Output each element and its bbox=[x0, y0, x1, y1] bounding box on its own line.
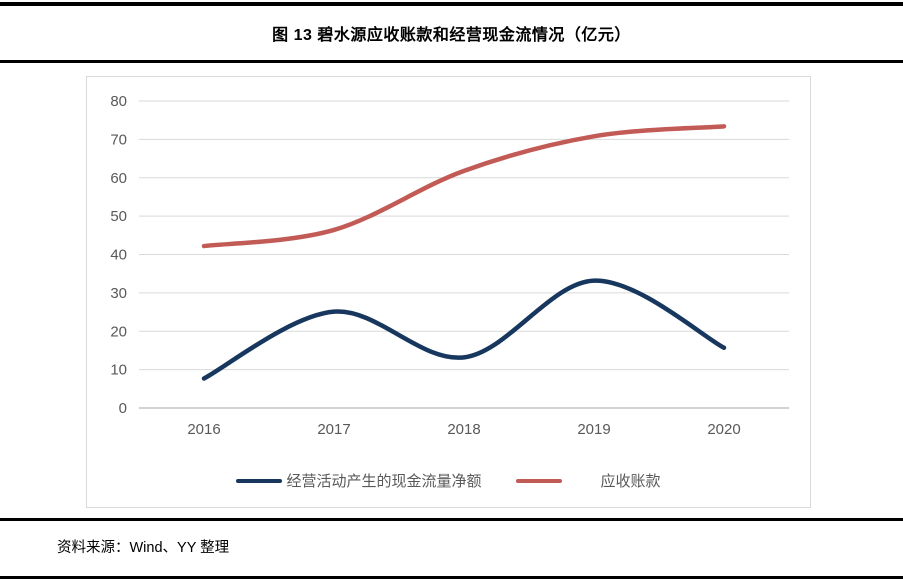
y-tick-label: 80 bbox=[110, 93, 127, 110]
chart-bottom-rule bbox=[0, 518, 903, 521]
x-tick-label: 2016 bbox=[187, 421, 220, 438]
line-chart: 0 10 20 30 40 50 60 70 80 2016 2017 2018 2019 2020 bbox=[110, 93, 789, 438]
title-bottom-rule bbox=[0, 60, 903, 63]
x-tick-label: 2018 bbox=[447, 421, 480, 438]
x-tick-label: 2019 bbox=[577, 421, 610, 438]
x-tick-label: 2020 bbox=[707, 421, 740, 438]
series-line-0 bbox=[201, 278, 727, 381]
figure-title: 图 13 碧水源应收账款和经营现金流情况（亿元） bbox=[272, 27, 631, 44]
y-tick-label: 30 bbox=[110, 285, 127, 302]
legend-item-receivables: 应收账款 bbox=[515, 470, 661, 491]
source-note: 资料来源：Wind、YY 整理 bbox=[57, 540, 230, 556]
series-line-1 bbox=[201, 124, 727, 249]
y-tick-label: 10 bbox=[110, 362, 127, 379]
x-tick-label: 2017 bbox=[317, 421, 350, 438]
chart-legend: 经营活动产生的现金流量净额 应收账款 bbox=[87, 470, 810, 491]
chart-panel: 0 10 20 30 40 50 60 70 80 2016 2017 2018 2019 2020 经营… bbox=[86, 76, 811, 508]
figure-title-row: 图 13 碧水源应收账款和经营现金流情况（亿元） bbox=[0, 6, 903, 60]
y-tick-label: 20 bbox=[110, 323, 127, 340]
cash-flow-line-icon bbox=[236, 478, 283, 483]
y-tick-label: 0 bbox=[119, 400, 127, 417]
y-tick-label: 60 bbox=[110, 170, 127, 187]
receivables-line-icon bbox=[515, 478, 562, 483]
y-tick-label: 40 bbox=[110, 247, 127, 264]
legend-item-cash-flow: 经营活动产生的现金流量净额 bbox=[236, 470, 482, 491]
y-tick-label: 50 bbox=[110, 208, 127, 225]
y-tick-label: 70 bbox=[110, 131, 127, 148]
legend-label-cash-flow: 经营活动产生的现金流量净额 bbox=[286, 473, 482, 490]
bottom-rule bbox=[0, 576, 903, 579]
top-rule bbox=[0, 2, 903, 6]
legend-label-receivables: 应收账款 bbox=[600, 473, 661, 490]
